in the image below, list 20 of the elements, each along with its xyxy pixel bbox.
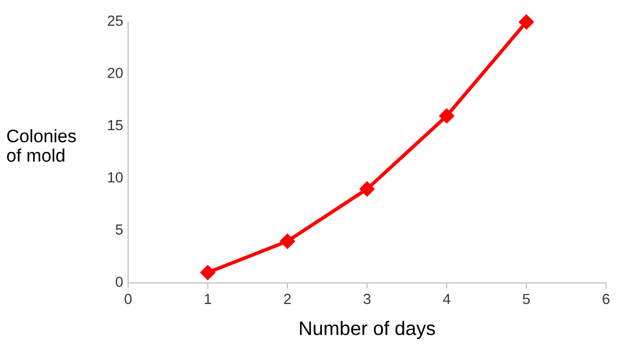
y-tick-label: 5 <box>116 224 123 235</box>
x-tick-label: 2 <box>284 294 291 304</box>
point <box>518 14 534 30</box>
x-tick-label: 6 <box>602 294 610 304</box>
y-tick-label: 15 <box>108 120 123 130</box>
y-axis-title: Colonies of mold <box>7 129 76 162</box>
y-tick-label: 25 <box>108 16 123 26</box>
point <box>359 181 375 197</box>
x-tick-label: 3 <box>364 294 370 304</box>
x-tick-label: 5 <box>522 294 530 304</box>
point <box>280 234 295 249</box>
x-tick-label: 0 <box>124 294 132 304</box>
point <box>200 264 216 280</box>
y-tick-label: 10 <box>108 172 123 182</box>
x-tick-label: 4 <box>442 294 450 304</box>
point <box>439 108 454 124</box>
y-tick-label: 20 <box>108 68 123 78</box>
x-axis-title: Number of days <box>300 320 435 340</box>
y-tick-label: 0 <box>116 276 123 287</box>
x-tick-label: 1 <box>204 294 212 304</box>
